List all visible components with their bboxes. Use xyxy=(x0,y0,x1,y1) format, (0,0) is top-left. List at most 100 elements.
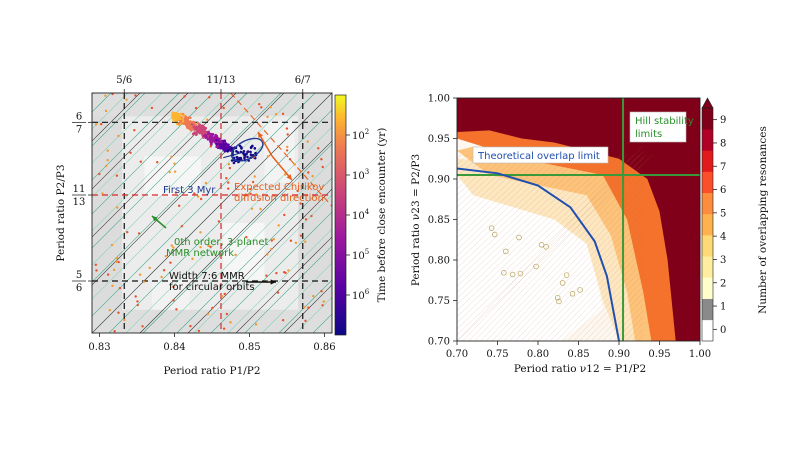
left-scatter-point xyxy=(286,145,289,149)
left-scatter-point xyxy=(272,237,275,241)
left-scatter-point xyxy=(139,160,143,163)
left-scatter-point xyxy=(304,319,307,323)
left-scatter-point xyxy=(117,311,120,314)
left-scatter-point xyxy=(320,158,323,161)
right-overlays xyxy=(457,98,700,341)
left-annotation-shapes xyxy=(151,131,293,285)
left-x-tick-label: 0.86 xyxy=(313,342,335,353)
left-scatter-point xyxy=(175,308,178,311)
left-mmr-diagonal xyxy=(92,93,316,317)
right-resonance-streak xyxy=(608,304,644,341)
left-top-tick-label: 6/7 xyxy=(295,75,311,86)
right-colorbar-extend xyxy=(701,97,714,109)
right-x-tick-label: 0.80 xyxy=(527,349,549,360)
left-mmr-diagonal xyxy=(92,93,231,232)
right-resonance-streak xyxy=(457,154,570,263)
right-resonance-streak xyxy=(457,154,468,165)
left-scatter-point xyxy=(249,150,252,154)
left-scatter-point xyxy=(293,163,296,166)
right-colorbar-bin xyxy=(702,298,713,321)
left-colorbar-tick-label: 102 xyxy=(352,128,369,142)
left-scatter-point xyxy=(302,306,306,309)
right-resonance-streak xyxy=(468,157,644,341)
right-colorbar-tick-label: 5 xyxy=(720,208,726,219)
left-y-tick-denominator: 13 xyxy=(73,197,86,208)
left-scatter-point xyxy=(177,117,180,120)
left-scatter-point xyxy=(224,142,228,145)
left-scatter-point xyxy=(207,244,210,248)
right-x-tick-label: 0.75 xyxy=(486,349,508,360)
left-scatter-point xyxy=(136,300,139,303)
right-colorbar-tick-label: 7 xyxy=(720,162,726,173)
left-scatter-point xyxy=(285,149,289,152)
right-x-tick-label: 0.85 xyxy=(567,349,589,360)
left-scatter-point xyxy=(304,218,308,221)
left-colorbar-tick-label: 104 xyxy=(352,208,370,222)
left-scatter-point xyxy=(208,96,211,99)
left-mmr-diagonal xyxy=(92,93,146,147)
left-scatter-point xyxy=(205,135,208,139)
left-scatter-point xyxy=(204,131,208,135)
left-scatter-point xyxy=(192,121,195,125)
left-scatter-point xyxy=(183,95,186,98)
left-scatter-point xyxy=(226,144,230,147)
left-colorbar-tick-exp: 3 xyxy=(365,168,369,176)
left-scatter-point xyxy=(196,121,200,125)
right-resonance-crossing xyxy=(559,280,566,286)
right-resonance-streak xyxy=(457,154,564,257)
right-resonance-streak xyxy=(684,340,685,341)
left-scatter-point xyxy=(199,126,203,130)
left-scatter-point xyxy=(246,155,249,159)
right-y-tick-label: 0.90 xyxy=(428,175,450,186)
right-resonance-streak xyxy=(538,231,644,341)
left-scatter-point xyxy=(177,204,181,207)
left-scatter-point xyxy=(312,294,315,298)
left-scatter-point xyxy=(321,304,324,307)
right-y-tick-label: 0.80 xyxy=(428,256,450,267)
left-scatter-point xyxy=(104,164,108,168)
left-scatter-point xyxy=(193,127,197,131)
left-scatter-point xyxy=(173,170,177,173)
left-scatter-point xyxy=(266,115,269,119)
left-scatter-point xyxy=(202,125,206,129)
left-scatter-point xyxy=(189,120,193,124)
left-mmr-diagonal xyxy=(92,93,163,164)
left-scatter-point xyxy=(115,206,119,209)
annotation-chirikov: Expected Chirikov diffusion direction xyxy=(234,182,324,204)
left-scatter-point xyxy=(238,156,241,160)
left-scatter-point xyxy=(197,329,201,333)
left-top-tick-label: 11/13 xyxy=(207,75,236,86)
left-scatter-point xyxy=(251,144,254,148)
left-scatter-point xyxy=(142,280,146,283)
right-resonance-crossing xyxy=(488,225,495,231)
left-scatter-point xyxy=(188,125,192,129)
left-colorbar-gradient xyxy=(334,94,347,336)
chirikov-arrow-down-head xyxy=(286,174,292,180)
right-resonance-streak xyxy=(620,316,644,341)
left-scatter-point xyxy=(284,173,287,176)
right-resonance-streak xyxy=(561,255,644,341)
left-scatter-point xyxy=(162,269,166,272)
left-scatter-point xyxy=(194,123,197,127)
right-resonance-streak xyxy=(649,340,650,341)
left-scatter-points xyxy=(94,93,325,333)
left-scatter-point xyxy=(243,156,246,160)
right-resonance-crossing xyxy=(569,290,576,297)
left-scatter-point xyxy=(296,189,299,193)
left-scatter-point xyxy=(235,156,239,159)
right-y-tick-label: 0.95 xyxy=(428,134,450,145)
right-resonance-crossing xyxy=(556,298,562,305)
left-scatter-point xyxy=(115,260,118,263)
left-scatter-point xyxy=(189,128,193,132)
left-bg-band xyxy=(144,156,201,197)
chirikov-arrow-up-head xyxy=(258,132,263,138)
left-scatter-point xyxy=(276,291,280,294)
left-scatter-point xyxy=(251,180,255,184)
left-scatter-point xyxy=(304,240,307,243)
left-scatter-point xyxy=(138,273,142,276)
left-scatter-point xyxy=(118,286,122,290)
right-resonance-streak xyxy=(591,286,644,341)
